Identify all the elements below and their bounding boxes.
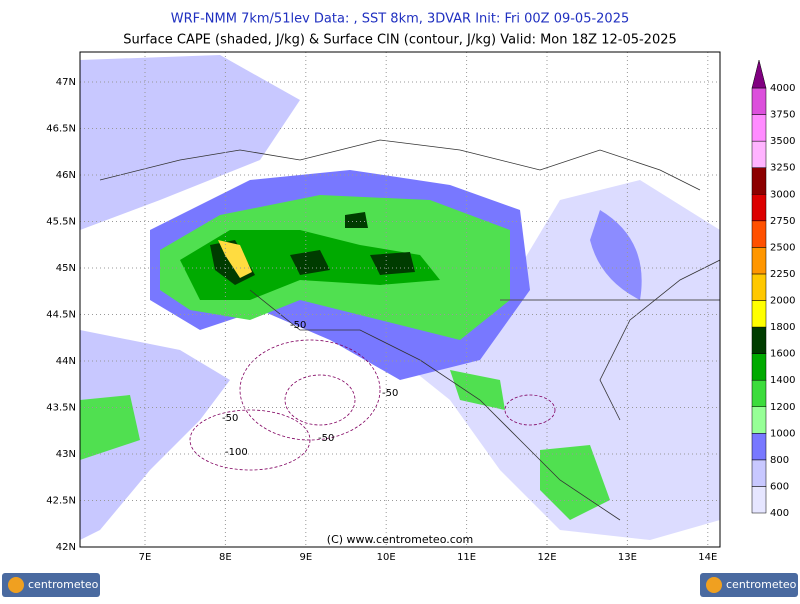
colorbar-label: 2250 [770, 269, 795, 280]
colorbar-segment [751, 167, 767, 195]
contour-label: -50 [382, 388, 398, 399]
lat-label: 46N [56, 170, 76, 181]
colorbar-segment [751, 379, 767, 407]
lat-label: 47N [56, 77, 76, 88]
colorbar-segment [751, 300, 767, 328]
colorbar-label: 800 [770, 455, 789, 466]
lat-label: 44.5N [46, 310, 76, 321]
contour-label: -100 [225, 447, 248, 458]
colorbar-segment [751, 220, 767, 248]
lat-label: 43.5N [46, 403, 76, 414]
colorbar-label: 1800 [770, 322, 795, 333]
lon-label: 14E [698, 552, 717, 563]
map-frame [79, 51, 721, 548]
contour-label: -50 [222, 413, 238, 424]
colorbar-segment [751, 433, 767, 461]
colorbar-segment [751, 353, 767, 381]
colorbar-label: 400 [770, 508, 789, 519]
colorbar-segment [751, 87, 767, 115]
colorbar-label: 3250 [770, 163, 795, 174]
logo: centrometeo [700, 573, 798, 597]
lat-label: 46.5N [46, 124, 76, 135]
colorbar-label: 1600 [770, 349, 795, 360]
lon-label: 8E [219, 552, 232, 563]
colorbar-label: 1200 [770, 402, 795, 413]
lon-label: 7E [139, 552, 152, 563]
colorbar-label: 1000 [770, 428, 795, 439]
colorbar-label: 2750 [770, 216, 795, 227]
lon-label: 13E [618, 552, 637, 563]
credit: (C) www.centrometeo.com [327, 533, 473, 546]
lon-label: 10E [377, 552, 396, 563]
contour-label: -50 [318, 433, 334, 444]
colorbar-segment [751, 140, 767, 168]
colorbar-segment [751, 273, 767, 301]
colorbar-label: 4000 [770, 83, 795, 94]
colorbar-extension [751, 59, 767, 89]
colorbar-segment [751, 326, 767, 354]
lat-label: 43N [56, 449, 76, 460]
title: WRF-NMM 7km/51lev Data: , SST 8km, 3DVAR… [171, 12, 630, 27]
lat-label: 45.5N [46, 217, 76, 228]
lon-label: 11E [457, 552, 476, 563]
logo-text: centrometeo [28, 578, 99, 591]
lat-label: 42.5N [46, 496, 76, 507]
colorbar-label: 2500 [770, 242, 795, 253]
lat-label: 44N [56, 356, 76, 367]
colorbar-segment [751, 247, 767, 275]
lon-label: 9E [299, 552, 312, 563]
colorbar-segment [751, 406, 767, 434]
colorbar-segment [751, 194, 767, 222]
logo: centrometeo [2, 573, 100, 597]
colorbar: 400 600 800 1000 1200 1400 1600 1800 2000 2250 250… [751, 59, 795, 519]
subtitle: Surface CAPE (shaded, J/kg) & Surface CI… [123, 33, 677, 48]
contour-label: -50 [290, 320, 306, 331]
colorbar-segment [751, 486, 767, 514]
colorbar-label: 1400 [770, 375, 795, 386]
colorbar-label: 3500 [770, 136, 795, 147]
logo-text: centrometeo [726, 578, 797, 591]
colorbar-segment [751, 459, 767, 487]
colorbar-label: 2000 [770, 296, 795, 307]
lon-label: 12E [537, 552, 556, 563]
colorbar-label: 3000 [770, 189, 795, 200]
lat-label: 45N [56, 263, 76, 274]
colorbar-segment [751, 114, 767, 142]
colorbar-label: 600 [770, 481, 789, 492]
map: 47N 46.5N 46N 45.5N 45N 44.5N 44N 43.5N 43N 42.5N… [46, 51, 721, 563]
colorbar-label: 3750 [770, 110, 795, 121]
lat-label: 42N [56, 542, 76, 553]
